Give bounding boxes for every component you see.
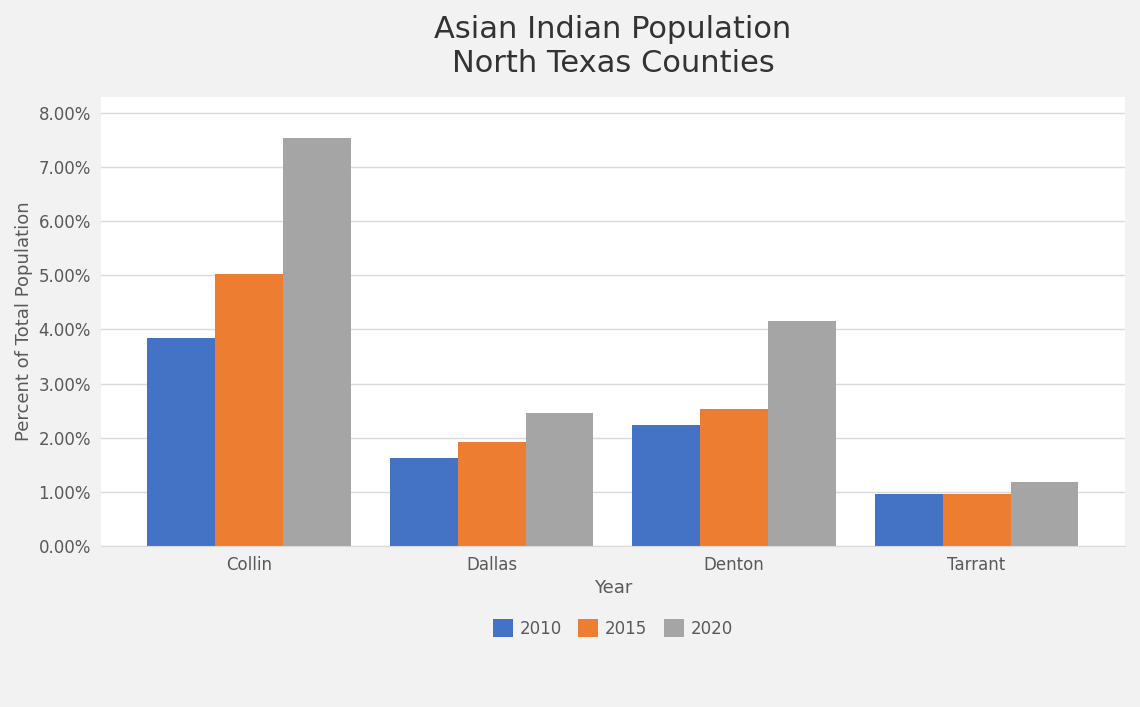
Title: Asian Indian Population
North Texas Counties: Asian Indian Population North Texas Coun… <box>434 15 791 78</box>
Bar <box>283 139 351 546</box>
Bar <box>215 274 283 546</box>
Bar <box>768 321 836 546</box>
Legend: 2010, 2015, 2020: 2010, 2015, 2020 <box>486 613 740 644</box>
Bar <box>874 494 943 546</box>
Bar <box>457 442 526 546</box>
Bar <box>700 409 768 546</box>
Bar <box>147 337 215 546</box>
Bar <box>390 457 457 546</box>
X-axis label: Year: Year <box>594 579 632 597</box>
Bar <box>526 414 594 546</box>
Y-axis label: Percent of Total Population: Percent of Total Population <box>15 201 33 441</box>
Bar <box>943 494 1010 546</box>
Bar <box>1010 482 1078 546</box>
Bar <box>633 426 700 546</box>
